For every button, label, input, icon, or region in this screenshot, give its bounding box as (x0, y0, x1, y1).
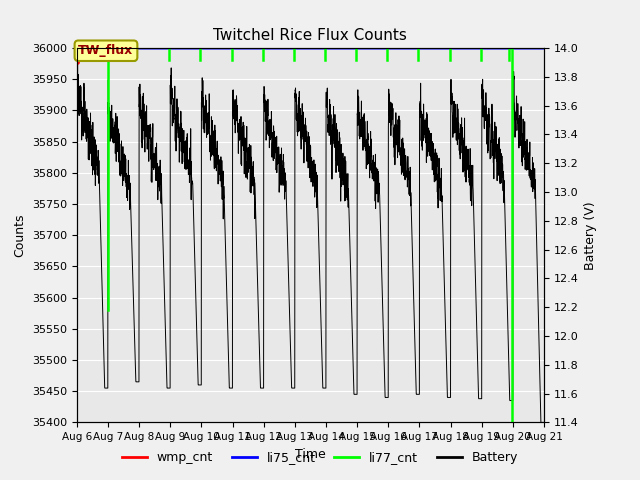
Legend: wmp_cnt, li75_cnt, li77_cnt, Battery: wmp_cnt, li75_cnt, li77_cnt, Battery (116, 446, 524, 469)
Y-axis label: Counts: Counts (13, 214, 26, 257)
Y-axis label: Battery (V): Battery (V) (584, 201, 597, 269)
Text: TW_flux: TW_flux (78, 44, 134, 57)
Title: Twitchel Rice Flux Counts: Twitchel Rice Flux Counts (214, 28, 407, 43)
X-axis label: Time: Time (295, 448, 326, 461)
